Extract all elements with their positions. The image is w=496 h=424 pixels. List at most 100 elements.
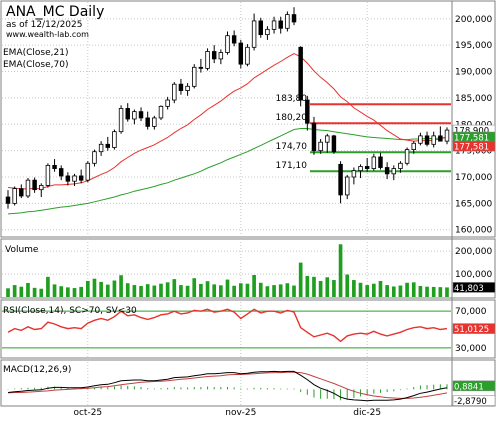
candle-body <box>39 185 44 191</box>
macd-title: MACD(12,26,9) <box>3 365 71 375</box>
volume-bar <box>272 285 276 297</box>
volume-bar <box>132 285 137 297</box>
volume-bar <box>139 286 143 297</box>
volume-bar <box>6 288 10 297</box>
chart-title: ANA_MC Daily <box>6 4 104 20</box>
candle-body <box>371 156 377 169</box>
volume-last-label: 41,803 <box>454 284 484 294</box>
candle-body <box>398 162 403 169</box>
price-last-label: 177,581 <box>454 134 489 144</box>
candle-body <box>251 20 257 48</box>
price-tick-label: 185,000 <box>455 94 492 104</box>
volume-bar <box>252 275 256 297</box>
candle-body <box>338 163 343 196</box>
volume-bar <box>278 284 283 297</box>
time-tick-label: nov-25 <box>225 408 256 418</box>
candle-body <box>344 176 350 196</box>
candle-body <box>25 179 31 197</box>
volume-bar <box>125 283 130 297</box>
volume-bar <box>438 287 443 297</box>
price-tick-label: 175,000 <box>455 147 492 157</box>
as-of-date: as of 12/12/2025 <box>6 20 82 30</box>
candle-body <box>185 85 190 91</box>
candle-body <box>231 35 237 44</box>
price-last-label: 178,900 <box>454 127 489 137</box>
volume-bar <box>345 274 350 297</box>
candle-body <box>318 141 323 152</box>
macd-panel <box>0 359 496 407</box>
volume-bar <box>172 279 177 297</box>
volume-bar <box>72 288 77 297</box>
candle-body <box>404 149 410 164</box>
candle-body <box>378 156 383 168</box>
price-tick-label: 200,000 <box>455 15 492 25</box>
ema70-line <box>7 128 448 215</box>
level-label: 183,80 <box>276 94 308 104</box>
candle-body <box>178 83 184 91</box>
candle-body <box>285 14 290 29</box>
candle-body <box>225 35 230 53</box>
candle-body <box>78 175 84 181</box>
price-tick-label: 170,000 <box>455 173 492 183</box>
price-last-label-box <box>452 140 496 152</box>
candle-body <box>278 20 283 29</box>
candle-body <box>165 99 170 107</box>
candle-body <box>205 51 210 69</box>
price-tick-label: 165,000 <box>455 199 492 209</box>
volume-bar <box>185 285 190 297</box>
rsi-last-label: 51,0125 <box>454 325 489 335</box>
candle-body <box>271 20 277 30</box>
volume-bar <box>258 282 263 297</box>
volume-bar <box>265 286 270 297</box>
volume-bar <box>219 285 223 297</box>
level-label: 174,70 <box>276 142 308 152</box>
volume-bar <box>39 288 44 297</box>
candle-body <box>424 135 430 145</box>
time-tick-label: dic-25 <box>353 408 381 418</box>
volume-bar <box>46 276 50 297</box>
price-last-label: 177,581 <box>454 143 489 153</box>
volume-bar <box>85 280 90 297</box>
volume-bar <box>292 285 296 297</box>
volume-bar <box>391 286 396 297</box>
volume-last-label-box <box>452 282 496 293</box>
candle-body <box>438 135 443 142</box>
candle-body <box>364 166 370 169</box>
candle-body <box>118 108 124 133</box>
volume-bar <box>12 285 17 297</box>
volume-bar <box>92 278 97 297</box>
volume-bar <box>32 287 37 297</box>
volume-bar <box>165 282 170 297</box>
candle-body <box>298 46 303 101</box>
volume-bar <box>418 286 423 297</box>
legend-ema70: EMA(Close,70) <box>3 60 68 70</box>
volume-bar <box>59 286 64 297</box>
candle-body <box>125 108 130 120</box>
candle-body <box>331 135 337 153</box>
candle-body <box>19 188 24 197</box>
volume-bar <box>19 286 24 297</box>
rsi-tick-label: 70,000 <box>455 307 487 317</box>
rsi-title: RSI(Close,14), SC>70, SV<30 <box>3 306 137 316</box>
volume-bar <box>425 286 429 297</box>
candle-body <box>112 131 117 148</box>
candle-body <box>158 105 164 119</box>
macd-line <box>7 370 448 402</box>
volume-bar <box>52 284 57 297</box>
candle-body <box>265 28 270 36</box>
volume-bar <box>332 280 336 297</box>
volume-tick-label: 100,000 <box>455 270 492 280</box>
candle-body <box>444 129 450 142</box>
candle-body <box>85 162 91 181</box>
candle-body <box>192 66 197 87</box>
legend-ema21: EMA(Close,21) <box>3 48 68 58</box>
volume-bar <box>365 285 370 297</box>
volume-bar <box>245 283 250 297</box>
volume-bar <box>99 281 103 297</box>
candle-body <box>211 51 217 60</box>
level-label: 180,20 <box>276 113 308 123</box>
level-label: 171,10 <box>276 161 308 171</box>
volume-bar <box>431 286 436 297</box>
candle-body <box>72 175 77 182</box>
